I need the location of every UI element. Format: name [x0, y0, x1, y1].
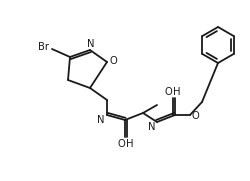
Text: O: O: [164, 87, 171, 97]
Text: H: H: [172, 87, 180, 97]
Text: N: N: [87, 39, 94, 49]
Text: Br: Br: [38, 42, 49, 52]
Text: N: N: [97, 115, 104, 125]
Text: O: O: [117, 139, 124, 149]
Text: N: N: [148, 122, 155, 132]
Text: H: H: [126, 139, 133, 149]
Text: O: O: [190, 111, 198, 121]
Text: O: O: [109, 56, 116, 66]
